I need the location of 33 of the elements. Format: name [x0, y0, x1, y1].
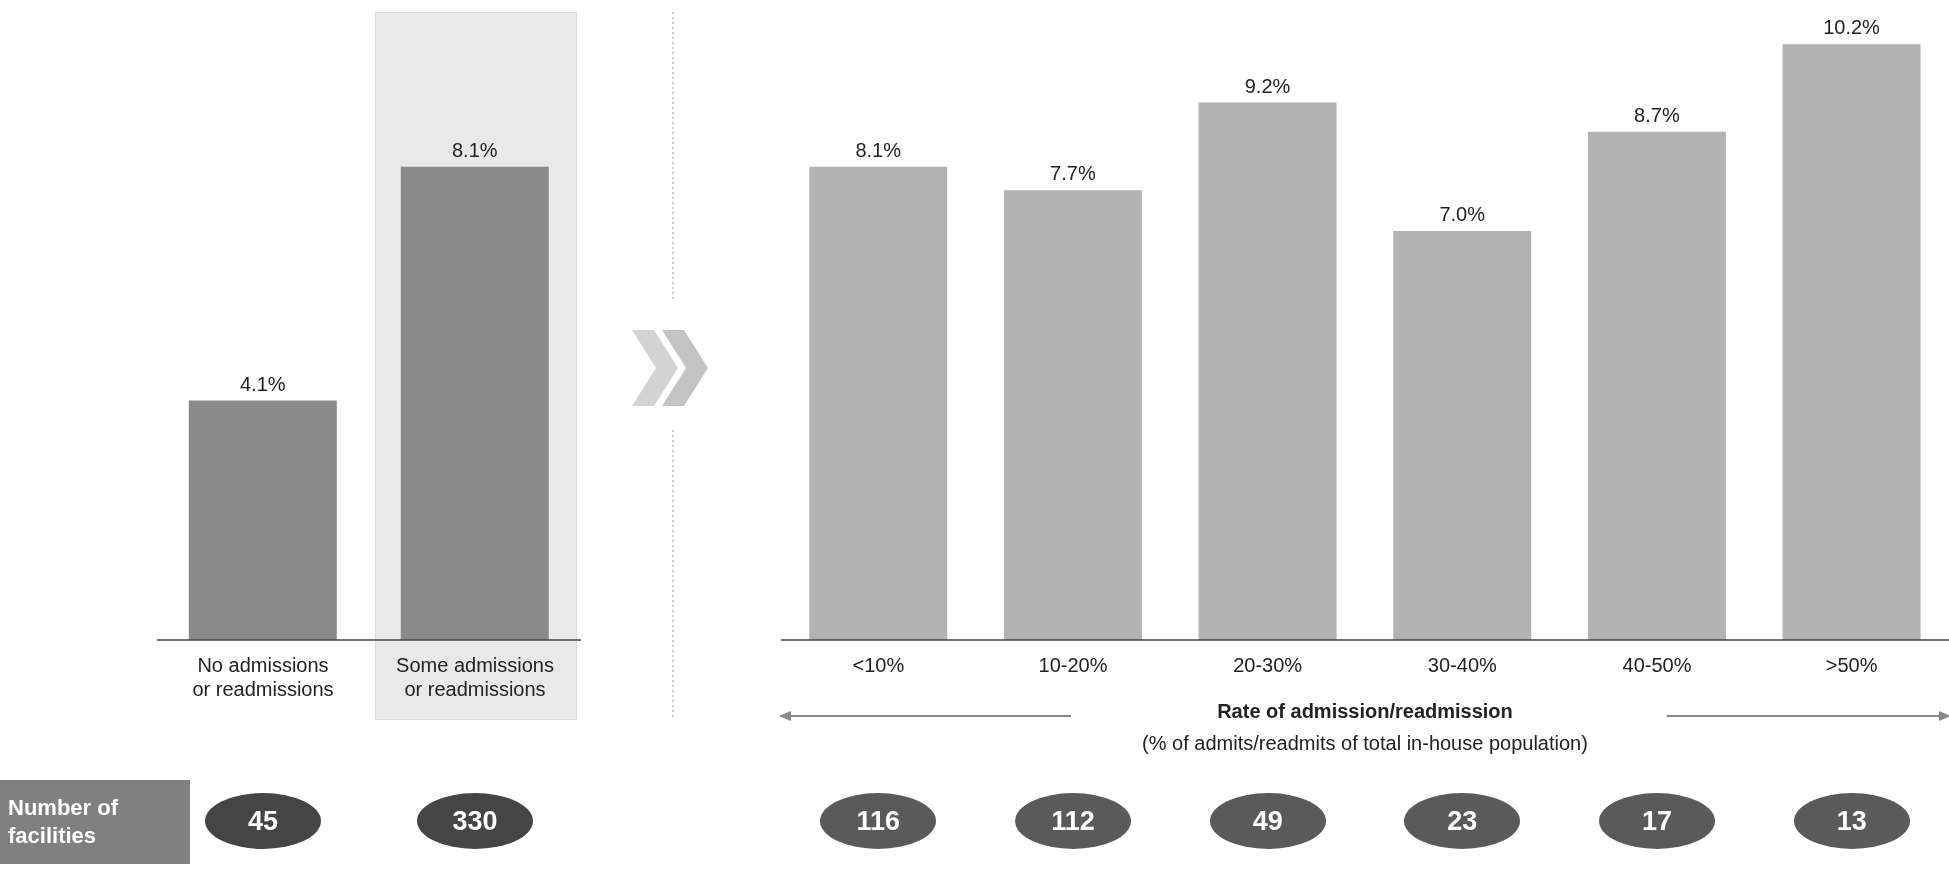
- x-tick-label: Some admissions or readmissions: [396, 654, 554, 700]
- x-tick-label: 20-30%: [1233, 654, 1303, 676]
- data-label: 4.1%: [240, 372, 286, 395]
- data-label: 8.7%: [1634, 103, 1680, 126]
- text: 23: [1404, 793, 1521, 849]
- bar: [1393, 231, 1532, 640]
- text: Number of facilities: [8, 794, 119, 850]
- data-label: 8.1%: [855, 138, 902, 161]
- bar: [1782, 44, 1921, 640]
- text: (% of admits/readmits of total in-house population): [1142, 732, 1588, 754]
- text: 13: [1793, 793, 1910, 849]
- bar: [1003, 190, 1142, 640]
- bar: [809, 166, 948, 640]
- x-tick-label: 30-40%: [1427, 654, 1498, 676]
- text: 116: [820, 793, 937, 849]
- text: 330: [417, 793, 533, 849]
- bar: [1198, 102, 1337, 640]
- x-tick-label: 40-50%: [1622, 654, 1692, 676]
- text: 17: [1599, 793, 1715, 849]
- text: 112: [1015, 793, 1131, 849]
- text: 49: [1209, 793, 1326, 849]
- data-label: 7.0%: [1439, 203, 1486, 226]
- x-axis-title: Rate of admission/readmission: [1217, 700, 1513, 722]
- data-label: 9.2%: [1244, 74, 1291, 97]
- bar: [1587, 131, 1726, 640]
- text: 45: [205, 793, 321, 849]
- x-tick-label: 10-20%: [1038, 654, 1108, 676]
- x-tick-label: No admissions or readmissions: [192, 654, 334, 700]
- data-label: 8.1%: [452, 138, 498, 161]
- x-tick-label: <10%: [852, 654, 905, 676]
- x-tick-label: >50%: [1825, 654, 1878, 676]
- data-label: 7.7%: [1050, 162, 1096, 185]
- data-label: 10.2%: [1823, 16, 1881, 39]
